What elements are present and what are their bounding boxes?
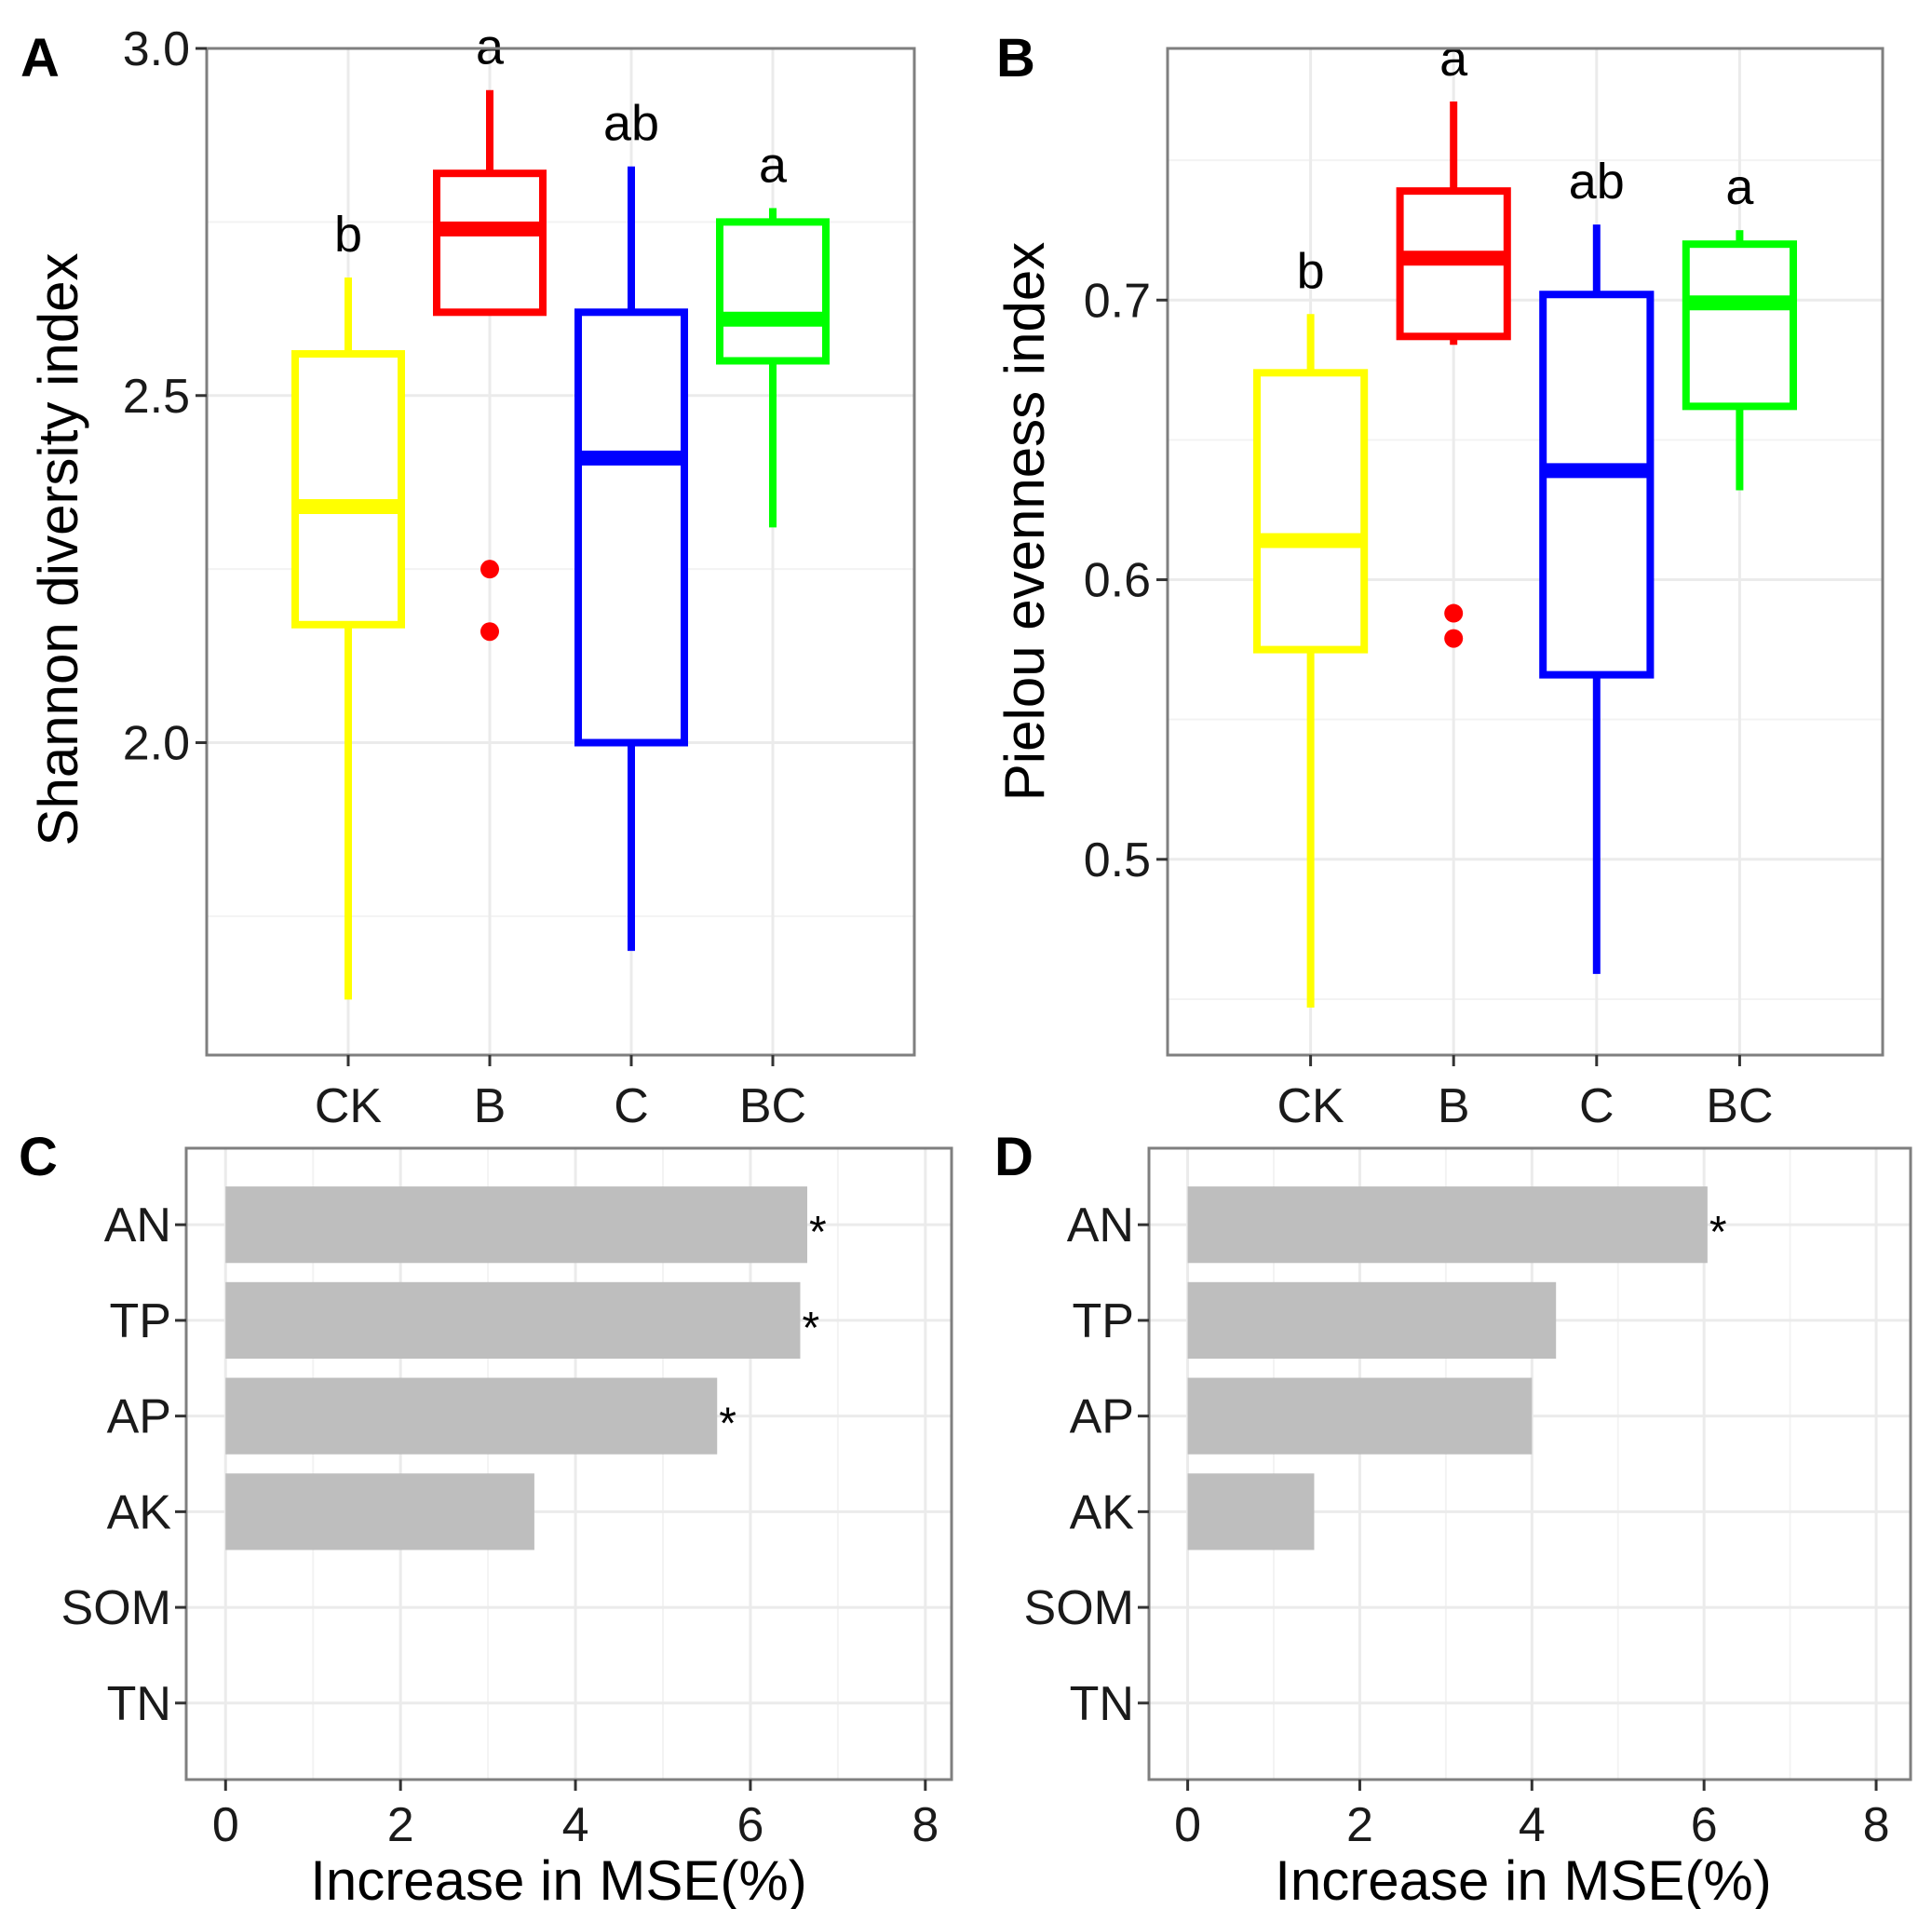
box-BC: [716, 218, 830, 365]
x-tick-label: 4: [562, 1798, 589, 1852]
outlier-point-B: [1444, 629, 1464, 648]
outlier-point-B: [480, 560, 499, 579]
x-tick-label: C: [614, 1079, 649, 1133]
significance-letter-CK: b: [1297, 243, 1325, 299]
y-tick-label: TP: [110, 1294, 171, 1348]
bar-AN: [1187, 1186, 1708, 1264]
x-tick-label: 4: [1519, 1798, 1546, 1852]
significance-letter-BC: a: [759, 137, 788, 193]
y-tick-label: TN: [1070, 1677, 1134, 1731]
bar-AP: [1187, 1377, 1533, 1455]
box-B: [433, 169, 547, 317]
y-tick-label: 0.6: [1084, 554, 1151, 608]
x-tick-label: 8: [912, 1798, 939, 1852]
x-tick-label: BC: [739, 1079, 806, 1133]
significance-star-AP: *: [719, 1400, 736, 1449]
y-tick-label: AN: [1067, 1198, 1134, 1252]
y-tick-label: 2.0: [123, 717, 190, 771]
plot-border: [205, 47, 916, 1057]
outlier-point-B: [480, 622, 499, 642]
panel-label: C: [19, 1127, 58, 1187]
y-axis-title: Shannon diversity index: [27, 252, 89, 846]
x-axis-title: Increase in MSE(%): [310, 1849, 807, 1909]
x-tick-label: 0: [1174, 1798, 1201, 1852]
y-tick-label: 3.0: [123, 22, 190, 76]
panel-c-mse-barchart: * * * AN TP AP AK SOM TN 0 2 4 6 8 Increase in MSE(%) C: [19, 1127, 953, 1909]
bar-AK: [225, 1473, 534, 1550]
significance-star-AN: *: [809, 1208, 827, 1257]
y-tick-label: 2.5: [123, 370, 190, 424]
y-tick-label: 0.7: [1084, 274, 1151, 328]
box-C: [574, 308, 688, 747]
plot-border: [184, 1146, 953, 1781]
y-tick-label: AN: [104, 1198, 171, 1252]
x-tick-label: 6: [1691, 1798, 1718, 1852]
x-tick-label: CK: [1277, 1079, 1344, 1133]
significance-star-TP: *: [802, 1304, 819, 1353]
panel-label: D: [994, 1127, 1034, 1187]
bar-AK: [1187, 1473, 1315, 1550]
box-C: [1539, 291, 1655, 679]
x-tick-label: B: [1438, 1079, 1470, 1133]
significance-letter-CK: b: [334, 207, 362, 263]
y-axis-title: Pielou evenness index: [993, 242, 1056, 801]
x-tick-label: 2: [387, 1798, 414, 1852]
box-CK: [291, 350, 405, 629]
bar-AN: [225, 1186, 807, 1264]
x-tick-label: BC: [1706, 1079, 1773, 1133]
x-tick-label: 8: [1863, 1798, 1890, 1852]
x-tick-label: B: [474, 1079, 507, 1133]
y-tick-label: AK: [107, 1485, 172, 1539]
y-tick-label: AK: [1070, 1485, 1135, 1539]
box-BC: [1682, 240, 1798, 411]
y-tick-label: TP: [1073, 1294, 1134, 1348]
significance-letter-B: a: [1439, 31, 1468, 87]
panel-label: A: [20, 28, 60, 88]
x-tick-label: 6: [736, 1798, 763, 1852]
x-tick-label: C: [1579, 1079, 1615, 1133]
x-axis-title: Increase in MSE(%): [1275, 1849, 1772, 1909]
bar-AP: [225, 1377, 718, 1455]
significance-letter-C: ab: [1569, 154, 1625, 210]
x-tick-label: 0: [212, 1798, 239, 1852]
box-CK: [1253, 369, 1369, 654]
significance-star-AN: *: [1709, 1208, 1727, 1257]
y-tick-label: AP: [107, 1390, 171, 1444]
bar-TP: [225, 1281, 801, 1359]
y-tick-label: AP: [1070, 1390, 1134, 1444]
x-tick-label: CK: [315, 1079, 383, 1133]
y-tick-label: SOM: [61, 1581, 171, 1635]
significance-letter-C: ab: [603, 96, 659, 152]
panel-label: B: [996, 28, 1035, 88]
x-tick-label: 2: [1346, 1798, 1373, 1852]
panel-d-mse-barchart: * AN TP AP AK SOM TN 0 2 4 6 8 Increase in MSE(%) D: [994, 1127, 1912, 1909]
plot-border: [1147, 1146, 1912, 1781]
bar-TP: [1187, 1281, 1557, 1359]
plot-border: [1166, 47, 1885, 1057]
outlier-point-B: [1444, 603, 1464, 623]
y-tick-label: 0.5: [1084, 833, 1151, 887]
y-tick-label: SOM: [1024, 1581, 1134, 1635]
significance-letter-BC: a: [1725, 159, 1754, 215]
y-tick-label: TN: [107, 1677, 171, 1731]
